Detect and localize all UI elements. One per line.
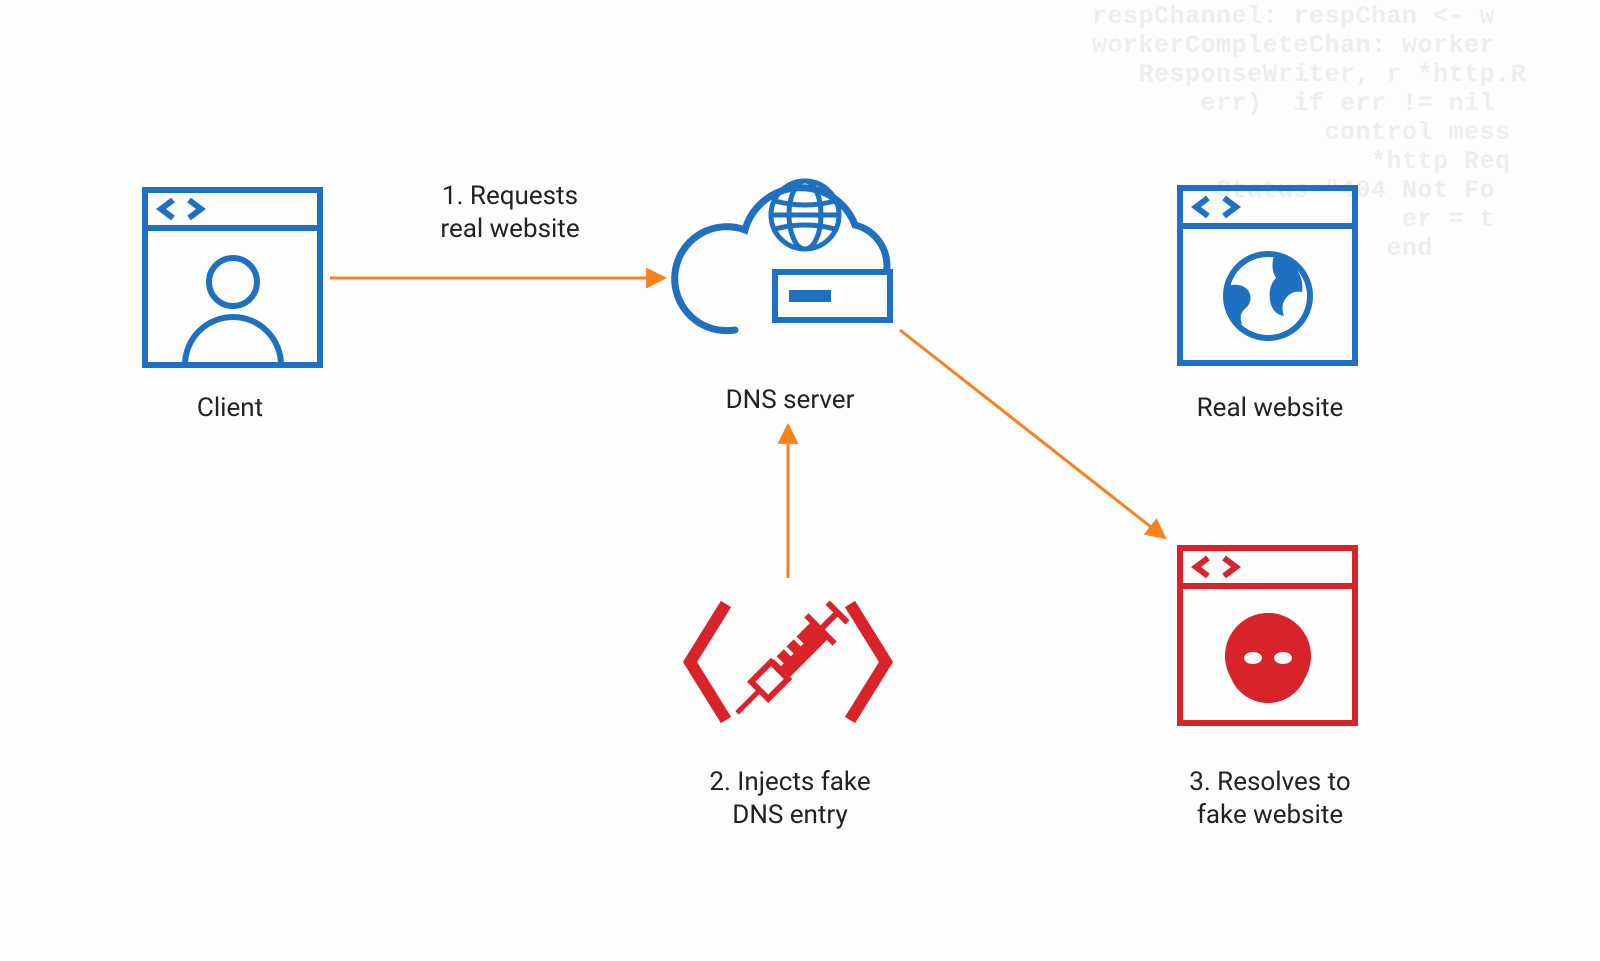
attacker-label: 2. Injects fake DNS entry	[670, 766, 910, 831]
edge-label-requests: 1. Requests real website	[400, 180, 620, 245]
dns-server-label: DNS server	[680, 384, 900, 417]
real-website-label: Real website	[1150, 392, 1390, 425]
client-label: Client	[130, 392, 330, 425]
fake-website-label: 3. Resolves to fake website	[1140, 766, 1400, 831]
